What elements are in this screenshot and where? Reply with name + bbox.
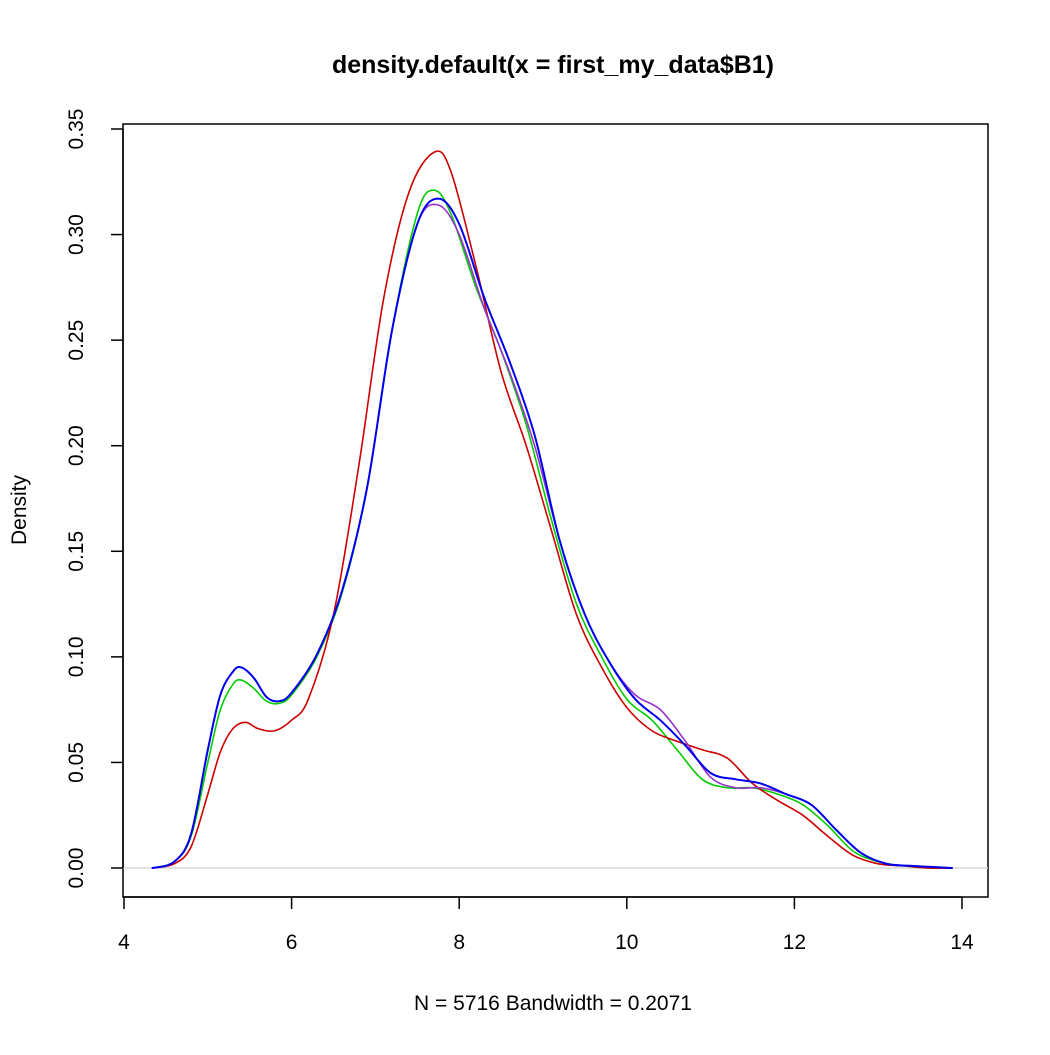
- y-tick-label-5: 0.25: [65, 320, 88, 361]
- y-axis-label: Density: [8, 474, 31, 545]
- x-tick-label-4: 12: [783, 931, 806, 954]
- x-tick-label-3: 10: [615, 931, 638, 954]
- y-tick-label-2: 0.10: [65, 636, 88, 677]
- density-line-2: [151, 203, 953, 869]
- x-tick-label-2: 8: [453, 931, 465, 954]
- x-tick-label-5: 14: [950, 931, 974, 954]
- y-tick-label-7: 0.35: [65, 109, 88, 150]
- y-tick-label-6: 0.30: [65, 214, 88, 255]
- y-tick-label-3: 0.15: [65, 531, 88, 572]
- density-line-1: [151, 150, 953, 869]
- y-tick-label-0: 0.00: [65, 848, 88, 889]
- x-tick-label-1: 6: [286, 931, 298, 954]
- x-tick-label-0: 4: [118, 931, 130, 954]
- y-tick-label-1: 0.05: [65, 742, 88, 783]
- plot-frame: [122, 123, 989, 898]
- plot-area: 4 6 8 10 12 14 0.00 0.05 0.10 0.15 0.20 0.25 0.30 0.3…: [65, 109, 989, 954]
- y-tick-label-4: 0.20: [65, 425, 88, 466]
- density-line-0: [151, 189, 953, 869]
- density-line-3: [151, 197, 953, 869]
- x-axis-label: N = 5716 Bandwidth = 0.2071: [414, 992, 692, 1015]
- chart-title: density.default(x = first_my_data$B1): [332, 51, 774, 79]
